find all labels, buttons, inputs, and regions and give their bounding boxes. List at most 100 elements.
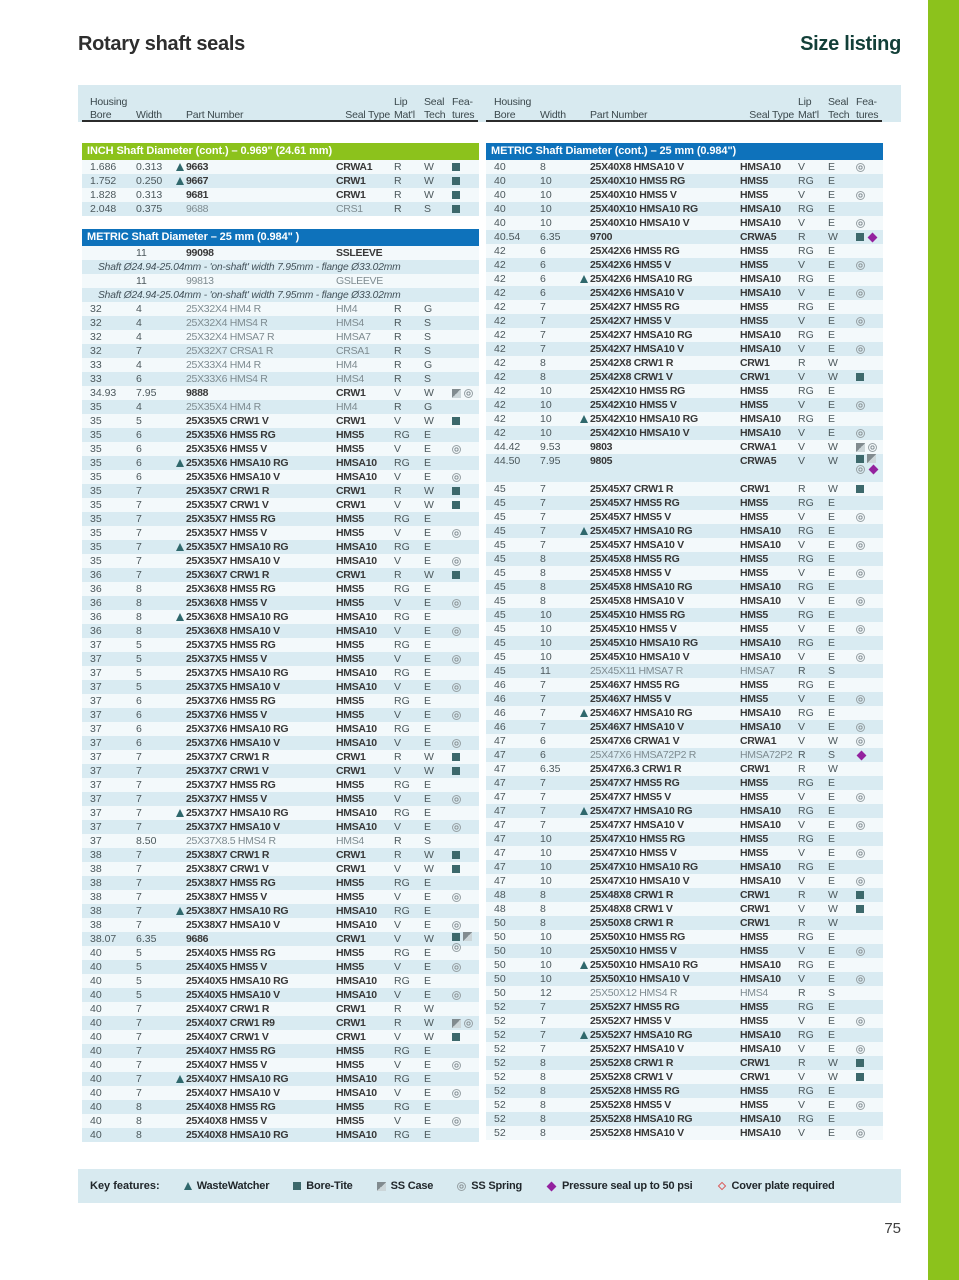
- seal-tech-cell: W: [828, 371, 838, 383]
- seal-tech-cell: E: [424, 681, 432, 693]
- seal-tech-cell: S: [828, 665, 836, 677]
- bore-cell: 40: [90, 961, 102, 973]
- tri-cell: [576, 216, 590, 230]
- features-cell: [452, 456, 479, 470]
- lip-material-cell: V: [394, 933, 402, 945]
- legend-label: Key features:: [90, 1180, 160, 1192]
- legend-item: Pressure seal up to 50 psi: [546, 1180, 693, 1192]
- wastewatcher-icon: [580, 961, 588, 969]
- table-row: 52 8 25X52X8 HMSA10 RG HMSA10 RG E: [486, 1112, 883, 1126]
- table-row: 47 7 25X47X7 HMSA10 V HMSA10 V E: [486, 818, 883, 832]
- width-cell: 8: [540, 1099, 546, 1111]
- table-row: 42 7 25X42X7 HMSA10 V HMSA10 V E: [486, 342, 883, 356]
- part-number-cell: 99813: [186, 275, 214, 287]
- seal-tech-cell: E: [424, 989, 432, 1001]
- table-note-row: Shaft Ø24.94-25.04mm - 'on-shaft' width …: [82, 288, 479, 302]
- features-cell: [856, 1098, 883, 1112]
- seal-tech-cell: E: [828, 385, 836, 397]
- bore-tite-icon: [452, 753, 460, 761]
- legend-item: Cover plate required: [717, 1180, 835, 1192]
- table-row: 38 7 25X38X7 HMSA10 V HMSA10 V E: [82, 918, 479, 932]
- ss-spring-icon: [856, 465, 865, 474]
- bore-cell: 47: [494, 875, 506, 887]
- wastewatcher-icon: [176, 163, 184, 171]
- features-cell: [452, 722, 479, 736]
- width-cell: 7: [136, 1045, 142, 1057]
- ss-case-icon: [463, 932, 472, 941]
- lip-material-cell: V: [394, 527, 402, 539]
- part-number-cell: 25X47X10 HMS5 RG: [590, 833, 686, 845]
- bore-cell: 47: [494, 763, 506, 775]
- shaft-note: Shaft Ø24.94-25.04mm - 'on-shaft' width …: [98, 262, 401, 273]
- width-cell: 7: [136, 807, 142, 819]
- bore-cell: 37: [90, 709, 102, 721]
- table-row: 45 7 25X45X7 CRW1 R CRW1 R W: [486, 482, 883, 496]
- features-cell: [856, 328, 883, 342]
- table-row: 52 7 25X52X7 HMSA10 RG HMSA10 RG E: [486, 1028, 883, 1042]
- lip-material-cell: V: [394, 443, 402, 455]
- table-row: 45 7 25X45X7 HMSA10 V HMSA10 V E: [486, 538, 883, 552]
- lip-material-cell: R: [394, 569, 402, 581]
- lip-material-cell: V: [394, 387, 402, 399]
- width-cell: 6: [540, 245, 546, 257]
- bore-cell: 44.42: [494, 441, 521, 453]
- features-cell: [856, 384, 883, 398]
- width-cell: 5: [136, 639, 142, 651]
- width-cell: 7: [136, 569, 142, 581]
- seal-tech-cell: W: [828, 903, 838, 915]
- ss-spring-icon: [452, 556, 461, 566]
- part-number-cell: 25X37X7 HMS5 RG: [186, 779, 276, 791]
- table-row: 34.93 7.95 9888 CRW1 V W: [82, 386, 479, 400]
- seal-type-cell: HMSA10: [336, 1087, 377, 1099]
- seal-type-cell: HMSA10: [336, 737, 377, 749]
- bore-cell: 40: [90, 1059, 102, 1071]
- seal-tech-cell: E: [828, 931, 836, 943]
- bore-cell: 40: [90, 1031, 102, 1043]
- lip-material-cell: V: [798, 721, 806, 733]
- bore-cell: 37: [90, 737, 102, 749]
- seal-type-cell: HMS4: [336, 373, 364, 385]
- seal-type-cell: CRW1: [336, 751, 366, 763]
- ss-spring-icon: [856, 876, 865, 886]
- seal-type-cell: HMS5: [336, 1101, 364, 1113]
- bore-tite-icon: [452, 191, 460, 199]
- table-row: 52 7 25X52X7 HMS5 RG HMS5 RG E: [486, 1000, 883, 1014]
- lip-material-cell: RG: [798, 581, 814, 593]
- bore-cell: 34.93: [90, 387, 117, 399]
- seal-type-cell: HMSA10: [740, 959, 781, 971]
- ss-spring-icon: [856, 596, 865, 606]
- width-cell: 7: [136, 513, 142, 525]
- features-cell: [856, 1014, 883, 1028]
- part-number-cell: 25X45X10 HMS5 V: [590, 623, 677, 635]
- features-cell: [856, 958, 883, 972]
- seal-tech-cell: E: [424, 1115, 432, 1127]
- seal-tech-cell: W: [424, 1003, 434, 1015]
- part-number-cell: 25X52X8 CRW1 R: [590, 1057, 674, 1069]
- width-cell: 10: [540, 945, 552, 957]
- table-row: 47 6.35 25X47X6.3 CRW1 R CRW1 R W: [486, 762, 883, 776]
- lip-material-cell: V: [394, 863, 402, 875]
- part-number-cell: 25X47X7 HMSA10 V: [590, 819, 684, 831]
- part-number-cell: 25X35X6 HMSA10 V: [186, 471, 280, 483]
- part-number-cell: 25X32X4 HMS4 R: [186, 317, 268, 329]
- part-number-cell: 25X46X7 HMS5 RG: [590, 679, 680, 691]
- part-number-cell: 25X40X8 HMSA10 RG: [186, 1129, 289, 1141]
- width-cell: 8: [540, 595, 546, 607]
- seal-tech-cell: E: [828, 273, 836, 285]
- seal-tech-cell: E: [828, 1015, 836, 1027]
- seal-type-cell: HMS5: [336, 513, 364, 525]
- width-cell: 6: [136, 457, 142, 469]
- seal-tech-cell: W: [424, 387, 434, 399]
- seal-tech-cell: W: [424, 175, 434, 187]
- features-cell: [452, 1058, 479, 1072]
- seal-type-cell: CRW1: [740, 357, 770, 369]
- bore-cell: 46: [494, 693, 506, 705]
- seal-type-cell: HMS5: [740, 1001, 768, 1013]
- ss-spring-icon: [856, 848, 865, 858]
- seal-tech-cell: W: [424, 189, 434, 201]
- seal-type-cell: HMSA10: [740, 539, 781, 551]
- seal-type-cell: CRW1: [336, 933, 366, 945]
- bore-cell: 37: [90, 653, 102, 665]
- lip-material-cell: V: [798, 399, 806, 411]
